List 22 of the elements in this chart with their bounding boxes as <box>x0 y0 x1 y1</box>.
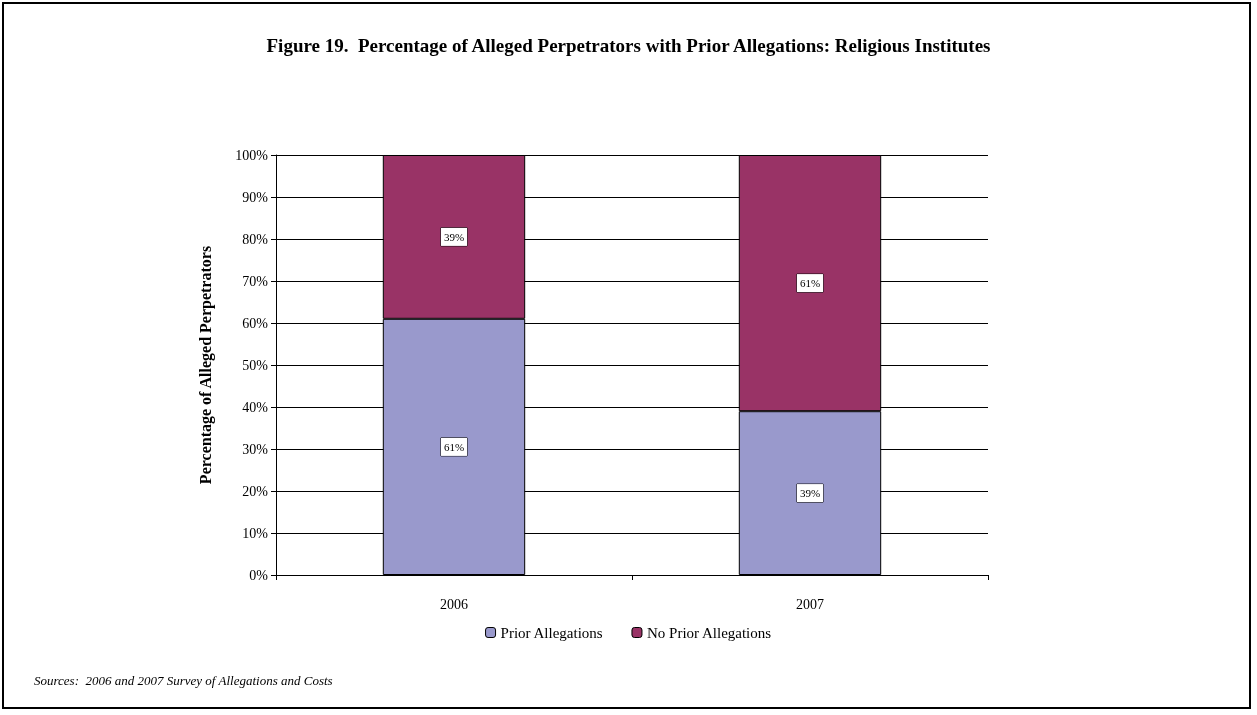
y-tick-label: 20% <box>242 483 269 499</box>
y-tick-label: 60% <box>242 315 269 331</box>
y-axis-title: Percentage of Alleged Perpetrators <box>196 245 215 485</box>
y-tick-label: 100% <box>235 147 269 163</box>
legend-label: No Prior Allegations <box>646 624 772 641</box>
y-tick-label: 0% <box>249 567 269 583</box>
y-tick-label: 70% <box>242 273 269 289</box>
data-label: 61% <box>443 440 465 453</box>
y-tick-label: 30% <box>242 441 269 457</box>
x-tick-label: 2007 <box>796 596 824 612</box>
chart-title: Figure 19. Percentage of Alleged Perpetrators with Prior Allegations: Religious Institutes <box>266 34 991 56</box>
data-label: 39% <box>799 487 821 500</box>
y-tick-label: 10% <box>242 525 269 541</box>
y-tick-label: 80% <box>242 231 269 247</box>
legend-label: Prior Allegations <box>500 624 603 641</box>
y-tick-label: 50% <box>242 357 269 373</box>
data-label: 61% <box>799 277 821 290</box>
y-tick-label: 90% <box>242 189 269 205</box>
data-label: 39% <box>443 230 465 243</box>
x-tick-label: 2006 <box>440 596 468 612</box>
y-tick-label: 40% <box>242 399 269 415</box>
source-note: Sources: 2006 and 2007 Survey of Allegations and Costs <box>34 673 333 688</box>
